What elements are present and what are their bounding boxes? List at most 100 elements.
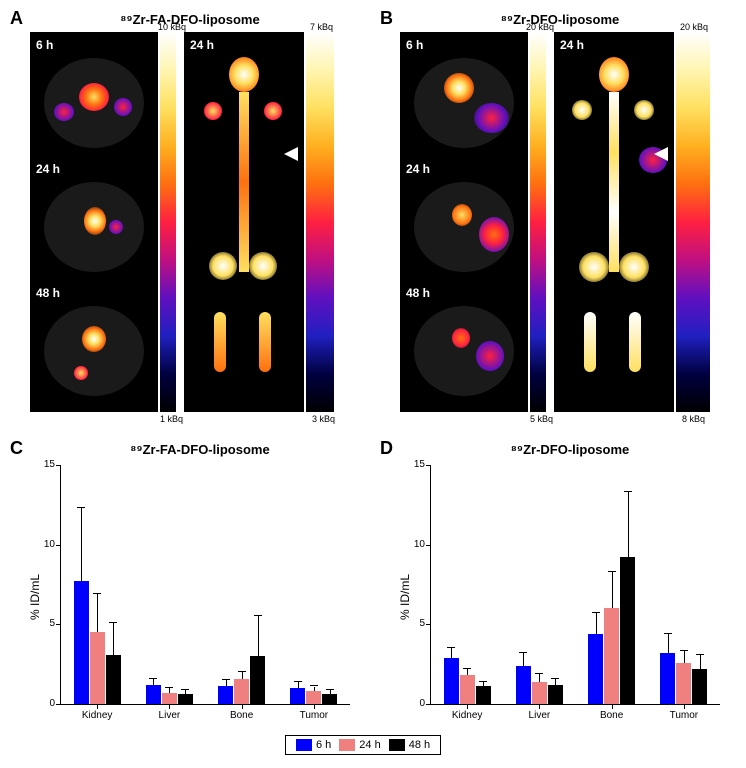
panel-c-label: C bbox=[10, 438, 23, 459]
panel-b-label: B bbox=[380, 8, 393, 29]
bar bbox=[146, 685, 161, 704]
y-tick-label: 5 bbox=[407, 618, 425, 629]
panel-a-tp-0: 6 h bbox=[36, 38, 53, 52]
pet-femur bbox=[629, 312, 641, 372]
panel-b-scan-1 bbox=[414, 182, 514, 272]
panel-b-colorbar-2 bbox=[676, 32, 710, 412]
pet-shoulder bbox=[264, 102, 282, 120]
pet-skull bbox=[229, 57, 259, 92]
legend-item: 48 h bbox=[389, 739, 430, 751]
legend-label-1: 24 h bbox=[359, 739, 380, 751]
x-category-label: Kidney bbox=[431, 710, 503, 721]
panel-a-tp-2: 48 h bbox=[36, 286, 60, 300]
bar bbox=[532, 682, 547, 704]
panel-c-chart: 051015KidneyLiverBoneTumor bbox=[60, 465, 350, 705]
bar bbox=[548, 685, 563, 704]
y-tick-label: 5 bbox=[37, 618, 55, 629]
panel-d-chart: 051015KidneyLiverBoneTumor bbox=[430, 465, 720, 705]
panel-a-cb1-top: 10 kBq bbox=[158, 22, 186, 32]
panel-d-ylabel: % ID/mL bbox=[398, 574, 412, 620]
panel-a-colorbar-1 bbox=[160, 32, 176, 412]
pet-shoulder bbox=[634, 100, 654, 120]
pet-femur bbox=[259, 312, 271, 372]
y-tick-label: 0 bbox=[407, 698, 425, 709]
panel-b-coronal-bg: 24 h bbox=[554, 32, 674, 412]
pet-femur bbox=[584, 312, 596, 372]
bar bbox=[290, 688, 305, 704]
pet-hotspot bbox=[74, 366, 88, 380]
panel-a-title: ⁸⁹Zr-FA-DFO-liposome bbox=[90, 12, 290, 27]
panel-a-tp-1: 24 h bbox=[36, 162, 60, 176]
panel-b-main-label: 24 h bbox=[560, 38, 584, 52]
panel-c-ylabel: % ID/mL bbox=[28, 574, 42, 620]
pet-hotspot bbox=[54, 103, 74, 121]
legend-label-0: 6 h bbox=[316, 739, 331, 751]
pet-hotspot bbox=[474, 103, 509, 133]
panel-a-coronal-bg: 24 h bbox=[184, 32, 304, 412]
bar bbox=[660, 653, 675, 704]
arrow-icon bbox=[284, 147, 298, 161]
panel-d-title: ⁸⁹Zr-DFO-liposome bbox=[470, 442, 670, 457]
pet-spine bbox=[239, 92, 249, 272]
panel-a-axial-bg: 6 h 24 h 48 h bbox=[30, 32, 158, 412]
bar bbox=[306, 691, 321, 704]
panel-a-skeleton bbox=[214, 52, 274, 402]
panel-a-scan-0 bbox=[44, 58, 144, 148]
bar bbox=[460, 675, 475, 704]
panel-a-scan-2 bbox=[44, 306, 144, 396]
x-category-label: Bone bbox=[206, 710, 278, 721]
bar bbox=[250, 656, 265, 704]
x-category-label: Tumor bbox=[278, 710, 350, 721]
pet-hotspot bbox=[476, 341, 504, 371]
x-category-label: Liver bbox=[133, 710, 205, 721]
panel-b-scan-2 bbox=[414, 306, 514, 396]
bar bbox=[516, 666, 531, 704]
pet-hotspot bbox=[114, 98, 132, 116]
bar bbox=[74, 581, 89, 704]
x-category-label: Liver bbox=[503, 710, 575, 721]
bar bbox=[604, 608, 619, 704]
legend: 6 h 24 h 48 h bbox=[285, 735, 441, 755]
legend-swatch-1 bbox=[339, 739, 355, 751]
panel-b-colorbar-1 bbox=[530, 32, 546, 412]
pet-hip bbox=[579, 252, 609, 282]
y-tick-label: 15 bbox=[37, 459, 55, 470]
legend-swatch-0 bbox=[296, 739, 312, 751]
panel-b-tp-2: 48 h bbox=[406, 286, 430, 300]
x-category-label: Tumor bbox=[648, 710, 720, 721]
pet-shoulder bbox=[204, 102, 222, 120]
legend-item: 24 h bbox=[339, 739, 380, 751]
pet-hotspot bbox=[452, 204, 472, 226]
pet-hotspot bbox=[109, 220, 123, 234]
panel-b-title: ⁸⁹Zr-DFO-liposome bbox=[460, 12, 660, 27]
bar bbox=[620, 557, 635, 704]
panel-a-main-label: 24 h bbox=[190, 38, 214, 52]
panel-d-label: D bbox=[380, 438, 393, 459]
pet-hotspot bbox=[452, 328, 470, 348]
bar bbox=[90, 632, 105, 704]
panel-b-axial-bg: 6 h 24 h 48 h bbox=[400, 32, 528, 412]
pet-shoulder bbox=[572, 100, 592, 120]
bar bbox=[106, 655, 121, 704]
pet-femur bbox=[214, 312, 226, 372]
panel-c-title: ⁸⁹Zr-FA-DFO-liposome bbox=[100, 442, 300, 457]
pet-skull bbox=[599, 57, 629, 92]
legend-label-2: 48 h bbox=[409, 739, 430, 751]
bar bbox=[588, 634, 603, 704]
panel-b-skeleton bbox=[584, 52, 644, 402]
pet-hip bbox=[619, 252, 649, 282]
panel-a-scan-1 bbox=[44, 182, 144, 272]
panel-b-cb2-bottom: 8 kBq bbox=[682, 414, 705, 424]
panel-a-cb1-bottom: 1 kBq bbox=[160, 414, 183, 424]
pet-hotspot bbox=[84, 207, 106, 235]
panel-b-tp-1: 24 h bbox=[406, 162, 430, 176]
panel-a-colorbar-2 bbox=[306, 32, 334, 412]
arrow-icon bbox=[654, 147, 668, 161]
bar bbox=[476, 686, 491, 704]
bar bbox=[234, 679, 249, 704]
bar bbox=[444, 658, 459, 704]
panel-b-tp-0: 6 h bbox=[406, 38, 423, 52]
panel-a-cb2-bottom: 3 kBq bbox=[312, 414, 335, 424]
bar bbox=[322, 694, 337, 704]
x-category-label: Kidney bbox=[61, 710, 133, 721]
